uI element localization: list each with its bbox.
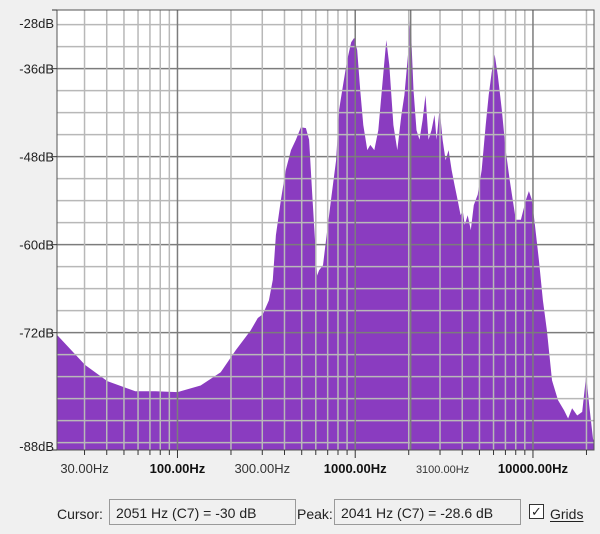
y-tick-label: -88dB: [19, 439, 54, 454]
x-tick-label: 100.00Hz: [150, 461, 206, 476]
y-tick-label: -28dB: [19, 16, 54, 31]
peak-label: Peak:: [297, 506, 333, 522]
peak-readout: 2041 Hz (C7) = -28.6 dB: [334, 499, 521, 525]
x-tick-label: 1000.00Hz: [324, 461, 387, 476]
checkmark-icon: ✓: [531, 504, 542, 519]
x-axis: 30.00Hz 100.00Hz 300.00Hz 1000.00Hz 3100.00H…: [60, 450, 587, 476]
cursor-label: Cursor:: [57, 506, 103, 522]
x-tick-label: 10000.00Hz: [498, 461, 569, 476]
plot-frame: [56, 9, 595, 451]
x-tick-label: 300.00Hz: [234, 461, 290, 476]
y-axis: -28dB -36dB -48dB -60dB -72dB -88dB: [19, 9, 57, 454]
spectrum-area: [57, 14, 594, 451]
y-tick-label: -60dB: [19, 238, 54, 253]
y-tick-label: -72dB: [19, 326, 54, 341]
grid-lines: [57, 10, 594, 450]
cursor-readout: 2051 Hz (C7) = -30 dB: [109, 499, 296, 525]
x-tick-label: 3100.00Hz: [416, 464, 469, 476]
y-tick-label: -48dB: [19, 150, 54, 165]
spectrum-plot[interactable]: -28dB -36dB -48dB -60dB -72dB -88dB 30.00Hz 10…: [0, 0, 600, 496]
grids-label[interactable]: Grids: [550, 506, 584, 522]
grids-checkbox[interactable]: ✓: [529, 504, 544, 519]
y-tick-label: -36dB: [19, 62, 54, 77]
x-tick-label: 30.00Hz: [60, 461, 108, 476]
status-bar: Cursor: 2051 Hz (C7) = -30 dB Peak: 2041…: [0, 499, 600, 529]
